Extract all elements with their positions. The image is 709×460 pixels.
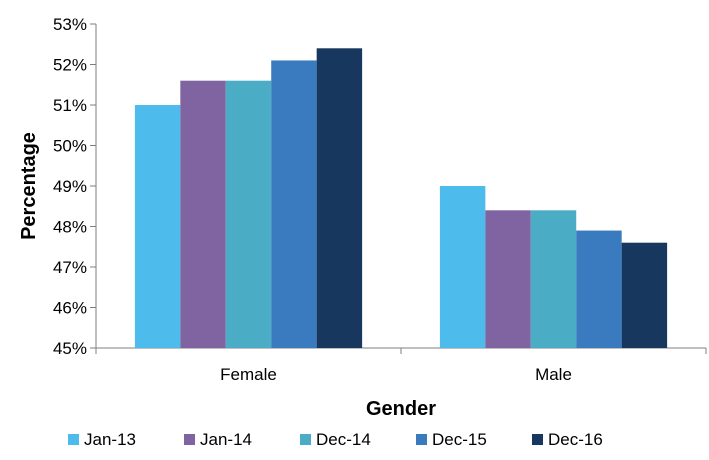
bar bbox=[530, 210, 577, 348]
legend-swatch bbox=[184, 434, 195, 445]
bar bbox=[439, 186, 486, 348]
y-axis: 45% 46% 47% 48% 49% 50% 51% 52% 53% bbox=[53, 15, 97, 358]
y-tick-label: 51% bbox=[53, 96, 87, 115]
x-axis-title: Gender bbox=[366, 398, 436, 420]
legend-swatch bbox=[300, 434, 311, 445]
y-tick-label: 50% bbox=[53, 137, 87, 156]
bar bbox=[180, 80, 226, 348]
x-axis: Female Male bbox=[95, 347, 707, 384]
y-tick-label: 47% bbox=[53, 258, 87, 277]
legend-swatch bbox=[68, 434, 79, 445]
y-tick-label: 48% bbox=[53, 218, 87, 237]
y-axis-title: Percentage bbox=[18, 132, 40, 240]
x-tick-label: Female bbox=[220, 365, 277, 384]
bars bbox=[134, 48, 668, 349]
bar bbox=[576, 230, 622, 348]
bar bbox=[271, 60, 317, 348]
bar bbox=[485, 210, 531, 348]
y-tick-label: 49% bbox=[53, 177, 87, 196]
legend-label: Dec-15 bbox=[432, 430, 487, 449]
x-tick-label: Male bbox=[535, 365, 572, 384]
legend-label: Jan-13 bbox=[84, 430, 136, 449]
bar bbox=[316, 48, 363, 349]
y-tick-label: 52% bbox=[53, 56, 87, 75]
y-tick-label: 53% bbox=[53, 15, 87, 34]
bar bbox=[621, 242, 668, 348]
y-tick-label: 46% bbox=[53, 299, 87, 318]
y-tick-label: 45% bbox=[53, 339, 87, 358]
legend-swatch bbox=[532, 434, 543, 445]
bar bbox=[225, 80, 272, 348]
legend-label: Dec-14 bbox=[316, 430, 371, 449]
bar bbox=[134, 105, 181, 348]
legend: Jan-13 Jan-14 Dec-14 Dec-15 Dec-16 bbox=[68, 430, 603, 449]
legend-label: Dec-16 bbox=[548, 430, 603, 449]
legend-swatch bbox=[416, 434, 427, 445]
legend-label: Jan-14 bbox=[200, 430, 252, 449]
